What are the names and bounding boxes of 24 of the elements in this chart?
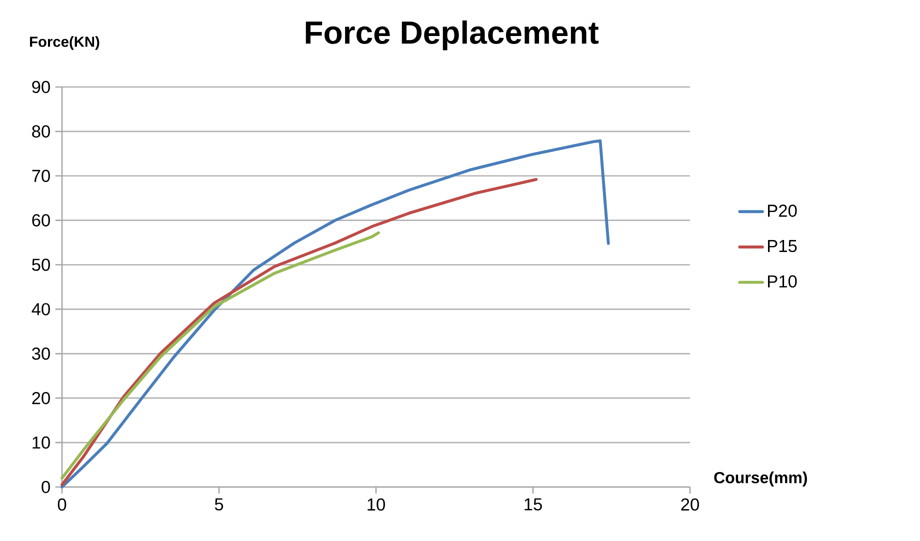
x-axis-title: Course(mm) bbox=[714, 472, 807, 486]
x-tick-label: 20 bbox=[681, 498, 699, 511]
x-tick-label: 0 bbox=[58, 498, 66, 511]
line-series bbox=[60, 139, 610, 488]
legend-label: P15 bbox=[768, 240, 797, 252]
y-tick-label: 20 bbox=[32, 392, 50, 404]
y-tick-label: 60 bbox=[32, 214, 50, 226]
x-tick-label: 5 bbox=[214, 498, 224, 510]
chart-title: Force Deplacement bbox=[306, 20, 599, 50]
y-tick-label: 40 bbox=[32, 303, 50, 316]
y-axis-title: Force(KN) bbox=[30, 36, 100, 50]
legend-label: P20 bbox=[768, 204, 797, 217]
y-tick-label: 50 bbox=[32, 258, 50, 271]
legend-label: P10 bbox=[768, 275, 797, 288]
y-tick-label: 30 bbox=[32, 348, 50, 360]
y-tick-label: 70 bbox=[32, 170, 50, 182]
x-tick-label: 15 bbox=[524, 498, 542, 510]
y-tick-label: 10 bbox=[32, 436, 50, 449]
y-tick-label: 90 bbox=[32, 80, 50, 94]
y-tick-label: 80 bbox=[32, 125, 50, 138]
line-series bbox=[60, 178, 538, 486]
y-tick-label: 0 bbox=[42, 480, 50, 494]
x-tick-label: 10 bbox=[368, 498, 385, 511]
line-series bbox=[60, 231, 380, 480]
